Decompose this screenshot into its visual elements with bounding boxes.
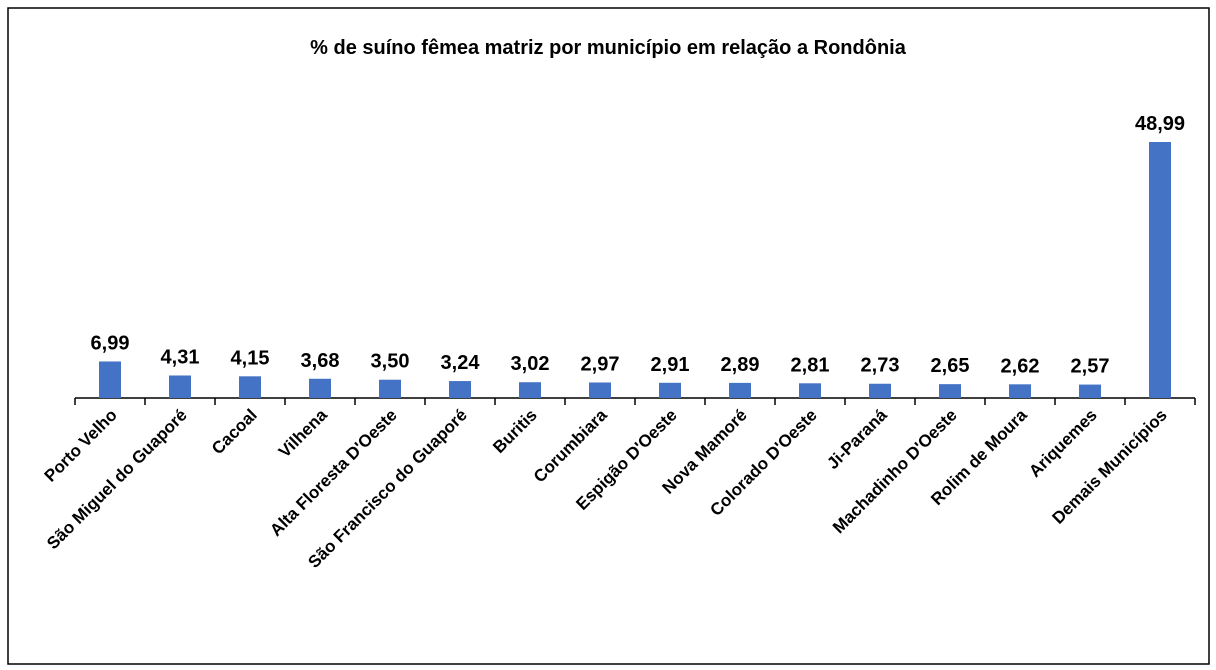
data-label: 2,97 <box>581 353 620 375</box>
data-label: 4,31 <box>161 346 200 368</box>
data-label: 2,73 <box>861 355 900 377</box>
bar <box>799 383 821 398</box>
bar <box>589 382 611 398</box>
data-label: 2,57 <box>1071 356 1110 378</box>
bar <box>169 375 191 398</box>
bar <box>659 382 681 398</box>
bar <box>1009 384 1031 398</box>
bar <box>869 383 891 398</box>
bar <box>1079 384 1101 398</box>
data-label: 3,24 <box>441 352 481 374</box>
data-label: 3,50 <box>371 351 410 373</box>
bar <box>379 379 401 398</box>
bar <box>99 361 121 398</box>
data-label: 6,99 <box>91 332 130 354</box>
data-label: 3,68 <box>301 350 340 372</box>
chart-title: % de suíno fêmea matriz por município em… <box>310 37 907 59</box>
bar <box>519 382 541 398</box>
data-label: 2,91 <box>651 354 690 376</box>
data-label: 3,02 <box>511 353 550 375</box>
data-label: 2,62 <box>1001 355 1040 377</box>
data-label: 4,15 <box>231 347 270 369</box>
chart-border <box>7 7 1210 665</box>
data-label: 2,65 <box>931 355 970 377</box>
bar <box>449 381 471 398</box>
bar <box>309 378 331 398</box>
bar <box>1149 142 1171 398</box>
bar <box>939 384 961 398</box>
data-label: 2,81 <box>791 354 830 376</box>
bar <box>239 376 261 398</box>
data-label: 48,99 <box>1135 113 1185 135</box>
data-label: 2,89 <box>721 354 760 376</box>
bar <box>729 382 751 398</box>
